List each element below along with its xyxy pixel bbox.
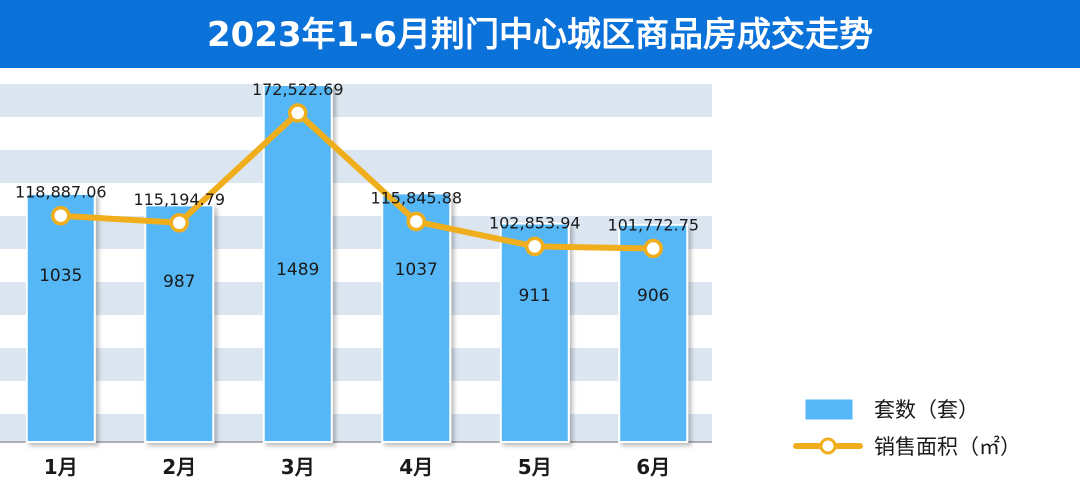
category-label: 5月 <box>518 455 552 479</box>
legend-bar-swatch <box>804 398 854 421</box>
line-point <box>525 236 545 257</box>
category-label: 2月 <box>162 455 196 479</box>
category-label: 1月 <box>44 455 78 479</box>
bar-series <box>25 84 689 444</box>
legend-bar-label: 套数（套） <box>874 398 979 422</box>
bar <box>262 84 333 444</box>
grid-bands <box>0 84 712 442</box>
area-label: 102,853.94 <box>489 213 581 232</box>
area-line <box>57 110 657 252</box>
legend: 套数（套） 销售面积（㎡） <box>793 398 1021 459</box>
title-banner <box>0 0 1080 68</box>
count-label: 1489 <box>276 260 319 280</box>
count-label: 906 <box>637 286 669 306</box>
grid-band <box>0 414 712 442</box>
area-label: 118,887.06 <box>15 183 107 202</box>
area-label: 115,845.88 <box>370 189 462 208</box>
grid-band <box>0 282 712 315</box>
line-series <box>51 103 663 259</box>
category-label: 6月 <box>636 455 670 479</box>
area-label: 115,194.79 <box>133 190 225 209</box>
legend-line-marker <box>819 437 837 455</box>
grid-band <box>0 348 712 381</box>
chart-title: 2023年1-6月荆门中心城区商品房成交走势 <box>207 15 873 55</box>
bar <box>381 192 452 443</box>
count-label: 1037 <box>395 260 438 280</box>
bar <box>499 222 570 443</box>
line-point <box>288 103 308 123</box>
bar <box>618 223 689 443</box>
line-point <box>169 213 189 233</box>
area-label: 101,772.75 <box>607 216 699 235</box>
area-label: 172,522.69 <box>252 80 344 99</box>
grid-band <box>0 84 712 117</box>
count-label: 987 <box>163 272 195 292</box>
bar <box>25 192 96 443</box>
category-labels: 1月 2月 3月 4月 5月 6月 <box>44 455 670 479</box>
count-label: 1035 <box>39 266 82 286</box>
bar <box>144 204 215 443</box>
area-labels: 118,887.06 115,194.79 172,522.69 115,845.88… <box>15 80 699 235</box>
line-point <box>51 205 71 226</box>
category-label: 3月 <box>281 455 315 479</box>
count-label: 911 <box>519 286 551 306</box>
count-labels: 1035 987 1489 1037 911 906 <box>39 260 669 306</box>
line-point <box>643 238 663 259</box>
legend-line-label: 销售面积（㎡） <box>874 435 1021 459</box>
category-label: 4月 <box>399 455 433 479</box>
line-point <box>406 211 426 232</box>
